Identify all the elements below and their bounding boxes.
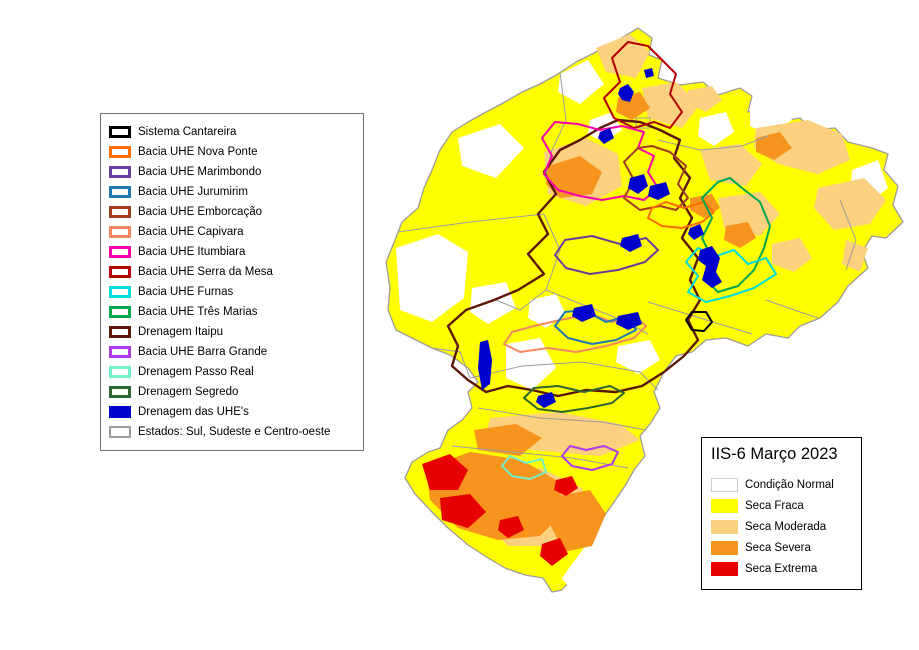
- basin-swatch-itaipu: [109, 326, 131, 338]
- drought-swatch-fraca: [711, 498, 738, 513]
- drought-swatch-extrema: [711, 561, 738, 576]
- basin-legend-label: Estados: Sul, Sudeste e Centro-oeste: [138, 426, 331, 438]
- basin-legend-item-barra-grande: Bacia UHE Barra Grande: [109, 342, 355, 362]
- basin-swatch-itumbiara: [109, 246, 131, 258]
- basin-swatch-furnas: [109, 286, 131, 298]
- basin-legend-label: Bacia UHE Emborcação: [138, 206, 262, 218]
- basin-legend-label: Bacia UHE Serra da Mesa: [138, 266, 273, 278]
- drought-legend: IIS-6 Março 2023 Condição Normal Seca Fra…: [701, 437, 862, 590]
- drought-legend-item-normal: Condição Normal: [711, 474, 852, 495]
- basin-outline-tres-marias: [701, 177, 771, 293]
- basin-outline-capivara: [503, 313, 647, 353]
- basin-outline-marimbondo: [554, 235, 659, 275]
- basin-legend-label: Bacia UHE Três Marias: [138, 306, 258, 318]
- map-extrema-patches: [422, 454, 578, 566]
- basin-legend-label: Bacia UHE Marimbondo: [138, 166, 262, 178]
- drought-legend-list: Condição Normal Seca Fraca Seca Moderada Se…: [711, 474, 852, 579]
- basin-legend-label: Sistema Cantareira: [138, 126, 237, 138]
- basin-swatch-tres-marias: [109, 306, 131, 318]
- basin-legend-label: Bacia UHE Furnas: [138, 286, 234, 298]
- basin-outline-passo-real: [501, 455, 547, 480]
- basins-legend-list: Sistema Cantareira Bacia UHE Nova Ponte Ba…: [109, 122, 355, 442]
- drought-swatch-normal: [711, 477, 738, 492]
- drought-legend-title: IIS-6 Março 2023: [711, 445, 838, 463]
- basins-legend: Sistema Cantareira Bacia UHE Nova Ponte Ba…: [100, 113, 364, 451]
- drought-legend-item-moderada: Seca Moderada: [711, 516, 852, 537]
- basin-legend-item-marimbondo: Bacia UHE Marimbondo: [109, 162, 355, 182]
- drought-legend-item-extrema: Seca Extrema: [711, 558, 852, 579]
- basin-legend-label: Drenagem das UHE's: [138, 406, 249, 418]
- basin-legend-item-capivara: Bacia UHE Capivara: [109, 222, 355, 242]
- basin-outline-serra-da-mesa: [603, 41, 683, 129]
- basin-swatch-jurumirim: [109, 186, 131, 198]
- basin-legend-item-itaipu: Drenagem Itaipu: [109, 322, 355, 342]
- basin-swatch-barra-grande: [109, 346, 131, 358]
- basin-outline-barra-grande: [561, 445, 619, 471]
- basin-legend-label: Drenagem Itaipu: [138, 326, 224, 338]
- basin-legend-item-jurumirim: Bacia UHE Jurumirim: [109, 182, 355, 202]
- basin-swatch-segredo: [109, 386, 131, 398]
- basin-legend-item-uhes: Drenagem das UHE's: [109, 402, 355, 422]
- drought-legend-label: Seca Extrema: [745, 562, 818, 575]
- basin-legend-item-passo-real: Drenagem Passo Real: [109, 362, 355, 382]
- basin-legend-label: Bacia UHE Jurumirim: [138, 186, 248, 198]
- basin-legend-label: Drenagem Segredo: [138, 386, 239, 398]
- basin-swatch-capivara: [109, 226, 131, 238]
- basin-legend-item-segredo: Drenagem Segredo: [109, 382, 355, 402]
- basin-legend-label: Drenagem Passo Real: [138, 366, 254, 378]
- map-reservoirs: [478, 68, 722, 408]
- basin-legend-item-itumbiara: Bacia UHE Itumbiara: [109, 242, 355, 262]
- drought-swatch-moderada: [711, 519, 738, 534]
- basin-legend-label: Bacia UHE Capivara: [138, 226, 244, 238]
- basin-swatch-passo-real: [109, 366, 131, 378]
- drought-legend-label: Seca Severa: [745, 541, 811, 554]
- basin-legend-item-furnas: Bacia UHE Furnas: [109, 282, 355, 302]
- drought-legend-label: Seca Moderada: [745, 520, 827, 533]
- basin-legend-item-cantareira: Sistema Cantareira: [109, 122, 355, 142]
- basin-swatch-emborcacao: [109, 206, 131, 218]
- basin-legend-item-nova-ponte: Bacia UHE Nova Ponte: [109, 142, 355, 162]
- basin-outline-cantareira: [685, 311, 713, 332]
- basin-legend-label: Bacia UHE Nova Ponte: [138, 146, 258, 158]
- basin-legend-item-tres-marias: Bacia UHE Três Marias: [109, 302, 355, 322]
- basin-swatch-estados: [109, 426, 131, 438]
- basin-legend-item-emborcacao: Bacia UHE Emborcação: [109, 202, 355, 222]
- basin-outline-nova-ponte: [647, 201, 715, 229]
- basin-swatch-serra-da-mesa: [109, 266, 131, 278]
- basin-outline-segredo: [523, 385, 625, 413]
- basin-outline-itaipu: [446, 118, 702, 398]
- drought-legend-item-severa: Seca Severa: [711, 537, 852, 558]
- basin-swatch-cantareira: [109, 126, 131, 138]
- basin-legend-label: Bacia UHE Barra Grande: [138, 346, 268, 358]
- drought-legend-item-fraca: Seca Fraca: [711, 495, 852, 516]
- basin-legend-label: Bacia UHE Itumbiara: [138, 246, 246, 258]
- drought-legend-label: Seca Fraca: [745, 499, 804, 512]
- basin-legend-item-serra-da-mesa: Bacia UHE Serra da Mesa: [109, 262, 355, 282]
- basin-swatch-uhes: [109, 406, 131, 418]
- basin-swatch-marimbondo: [109, 166, 131, 178]
- drought-legend-label: Condição Normal: [745, 478, 834, 491]
- drought-swatch-severa: [711, 540, 738, 555]
- basin-swatch-nova-ponte: [109, 146, 131, 158]
- basin-legend-item-estados: Estados: Sul, Sudeste e Centro-oeste: [109, 422, 355, 442]
- basin-outline-furnas: [685, 247, 777, 303]
